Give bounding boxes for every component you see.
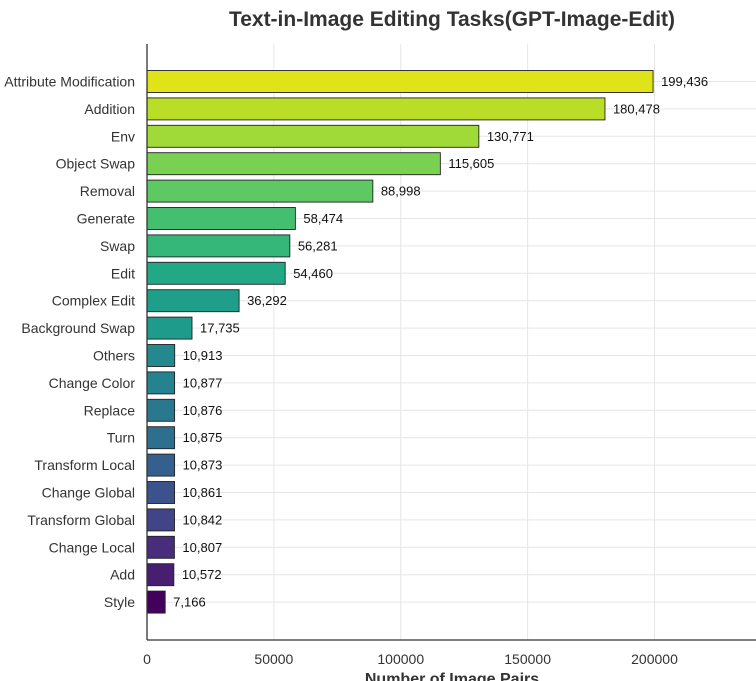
category-label: Replace bbox=[84, 402, 136, 418]
category-label: Others bbox=[93, 348, 135, 364]
bar bbox=[146, 234, 291, 258]
bar-value-label: 130,771 bbox=[487, 129, 534, 144]
category-label: Add bbox=[110, 567, 135, 583]
category-label: Generate bbox=[77, 211, 136, 227]
bar-value-label: 88,998 bbox=[381, 184, 421, 199]
bar bbox=[146, 508, 175, 532]
bar-value-label: 10,807 bbox=[182, 540, 222, 555]
category-label: Swap bbox=[100, 238, 135, 254]
category-label: Style bbox=[104, 594, 135, 610]
category-label: Removal bbox=[80, 183, 135, 199]
category-label: Env bbox=[111, 128, 135, 144]
bar-value-label: 58,474 bbox=[303, 211, 343, 226]
x-tick-label: 200000 bbox=[631, 651, 678, 667]
bar-value-label: 54,460 bbox=[293, 266, 333, 281]
bar-value-label: 180,478 bbox=[613, 101, 660, 116]
category-label: Background Swap bbox=[21, 320, 135, 336]
bar bbox=[146, 289, 240, 313]
bar-value-label: 36,292 bbox=[247, 293, 287, 308]
category-label: Change Color bbox=[49, 375, 136, 391]
x-tick-label: 100000 bbox=[377, 651, 424, 667]
bar-value-label: 17,735 bbox=[200, 321, 240, 336]
category-label: Object Swap bbox=[56, 156, 136, 172]
category-label: Transform Local bbox=[34, 457, 135, 473]
bar-value-label: 10,842 bbox=[183, 512, 223, 527]
bar bbox=[146, 453, 176, 477]
x-axis-title: Number of Image Pairs bbox=[365, 671, 539, 681]
bar bbox=[146, 152, 441, 176]
x-tick-label: 0 bbox=[143, 651, 151, 667]
category-label: Turn bbox=[107, 430, 135, 446]
bar bbox=[146, 207, 296, 230]
bar bbox=[146, 426, 176, 450]
bar-value-label: 7,166 bbox=[173, 595, 206, 610]
bar bbox=[146, 590, 166, 614]
bar bbox=[146, 261, 286, 285]
x-tick-label: 50000 bbox=[254, 651, 293, 667]
bar bbox=[146, 371, 176, 395]
bar-value-label: 199,436 bbox=[661, 74, 708, 89]
category-label: Change Local bbox=[49, 539, 135, 555]
bar bbox=[146, 481, 176, 504]
category-label: Addition bbox=[84, 101, 135, 117]
category-label: Change Global bbox=[42, 485, 135, 501]
bar-value-label: 10,877 bbox=[183, 375, 223, 390]
bar bbox=[146, 563, 175, 587]
bar bbox=[146, 344, 176, 367]
bar-value-label: 10,875 bbox=[183, 430, 223, 445]
bar bbox=[146, 316, 193, 340]
bar-value-label: 115,605 bbox=[448, 156, 494, 171]
bar bbox=[146, 70, 654, 93]
label-layer: 0 50000 100000 150000 200000 Attribute Modifi… bbox=[4, 74, 708, 668]
bar bbox=[146, 124, 480, 148]
category-label: Attribute Modification bbox=[4, 74, 135, 90]
bar bbox=[146, 97, 606, 121]
bar bbox=[146, 398, 176, 422]
bar bbox=[146, 535, 175, 559]
bar-value-label: 10,572 bbox=[182, 567, 222, 582]
category-label: Transform Global bbox=[27, 512, 135, 528]
bar-value-label: 56,281 bbox=[298, 238, 338, 253]
bar bbox=[146, 179, 374, 203]
bar-value-label: 10,873 bbox=[183, 458, 223, 473]
bar-layer bbox=[146, 70, 654, 614]
category-label: Edit bbox=[111, 265, 135, 281]
x-tick-label: 150000 bbox=[504, 651, 551, 667]
chart-title: Text-in-Image Editing Tasks(GPT-Image-Ed… bbox=[229, 8, 675, 31]
category-label: Complex Edit bbox=[52, 293, 135, 309]
bar-value-label: 10,876 bbox=[183, 403, 223, 418]
bar-value-label: 10,861 bbox=[183, 485, 223, 500]
bar-value-label: 10,913 bbox=[183, 348, 223, 363]
